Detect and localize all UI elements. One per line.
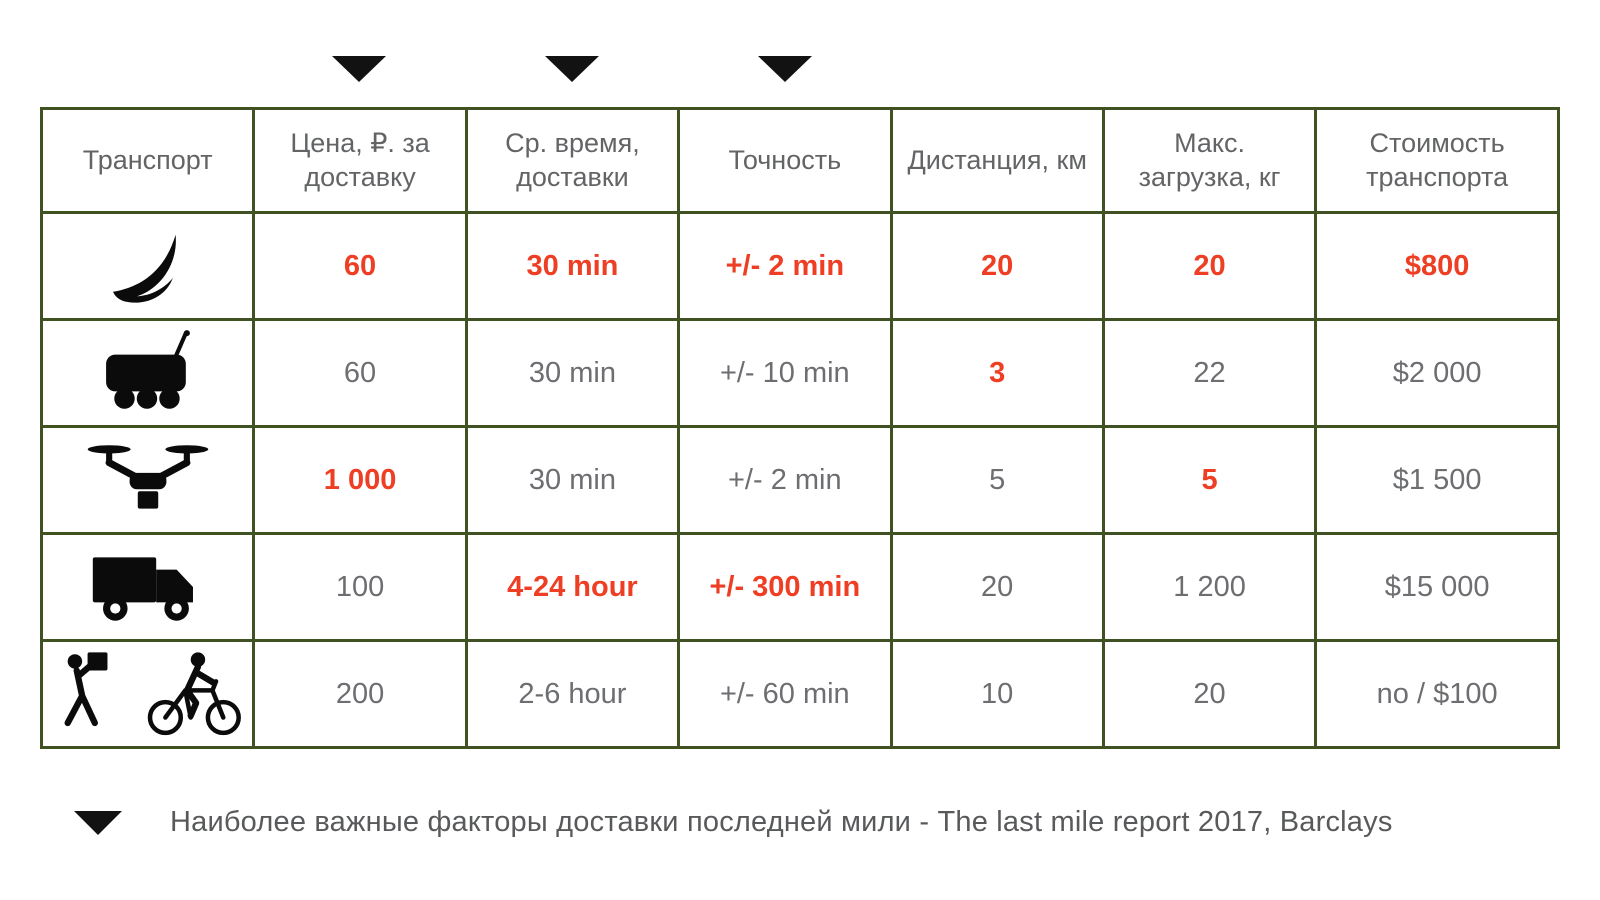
important-marker-icon	[74, 810, 122, 835]
cell-price: 100	[252, 532, 468, 642]
header-price: Цена, ₽. за доставку	[252, 107, 468, 214]
transport-comparison-table: Транспорт Цена, ₽. за доставку Ср. время…	[39, 107, 1560, 749]
cell-transport-cost: $800	[1314, 211, 1560, 321]
cell-accuracy: +/- 2 min	[677, 211, 893, 321]
table-row-scooter: 60 30 min +/- 2 min 20 20 $800	[39, 211, 1560, 321]
header-max-load: Макс. загрузка, кг	[1101, 107, 1318, 214]
cell-transport-cost: no / $100	[1314, 639, 1560, 749]
truck-icon	[92, 557, 193, 621]
scooter-swoosh-logo-icon	[112, 234, 176, 303]
cell-max-load: 20	[1101, 211, 1318, 321]
transport-icon-cell	[39, 425, 256, 535]
cell-price: 200	[252, 639, 468, 749]
footnote-legend: Наиболее важные факторы доставки последн…	[74, 806, 1393, 839]
cell-accuracy: +/- 300 min	[677, 532, 893, 642]
cell-avg-time: 30 min	[464, 318, 681, 428]
courier-and-bicycle-icon	[64, 652, 241, 736]
important-marker-icon	[544, 56, 599, 82]
delivery-rover-icon	[105, 330, 190, 409]
marker-slot-load	[1104, 56, 1317, 86]
transport-icon-cell	[39, 211, 256, 321]
important-marker-icon	[757, 56, 812, 82]
cell-distance: 10	[889, 639, 1105, 749]
cell-distance: 20	[889, 211, 1105, 321]
transport-icon-cell	[39, 532, 256, 642]
cell-accuracy: +/- 2 min	[677, 425, 893, 535]
marker-slot-price	[253, 56, 466, 86]
cell-price: 60	[252, 318, 468, 428]
marker-slot-distance	[891, 56, 1104, 86]
cell-transport-cost: $15 000	[1314, 532, 1560, 642]
cell-avg-time: 30 min	[464, 425, 681, 535]
table-row-drone: 1 000 30 min +/- 2 min 5 5 $1 500	[39, 425, 1560, 535]
marker-slot-accuracy	[678, 56, 891, 86]
cell-accuracy: +/- 60 min	[677, 639, 893, 749]
cell-max-load: 5	[1101, 425, 1318, 535]
cell-accuracy: +/- 10 min	[677, 318, 893, 428]
important-column-markers	[40, 56, 1560, 86]
transport-icon-cell	[39, 318, 256, 428]
header-accuracy: Точность	[677, 107, 893, 214]
cell-distance: 5	[889, 425, 1105, 535]
cell-transport-cost: $2 000	[1314, 318, 1560, 428]
header-transport: Транспорт	[39, 107, 256, 214]
transport-icon-cell	[39, 639, 256, 749]
table-row-truck: 100 4-24 hour +/- 300 min 20 1 200 $15 0…	[39, 532, 1560, 642]
cell-price: 1 000	[252, 425, 468, 535]
cell-distance: 20	[889, 532, 1105, 642]
cell-avg-time: 30 min	[464, 211, 681, 321]
cell-avg-time: 2-6 hour	[464, 639, 681, 749]
header-avg-time: Ср. время, доставки	[464, 107, 681, 214]
marker-slot-time	[466, 56, 679, 86]
cell-max-load: 20	[1101, 639, 1318, 749]
cell-avg-time: 4-24 hour	[464, 532, 681, 642]
cell-max-load: 22	[1101, 318, 1318, 428]
footnote-text: Наиболее важные факторы доставки последн…	[170, 806, 1393, 838]
drone-icon	[87, 445, 208, 509]
cell-max-load: 1 200	[1101, 532, 1318, 642]
cell-transport-cost: $1 500	[1314, 425, 1560, 535]
header-row: Транспорт Цена, ₽. за доставку Ср. время…	[39, 107, 1560, 214]
table-row-rover: 60 30 min +/- 10 min 3 22 $2 000	[39, 318, 1560, 428]
important-marker-icon	[332, 56, 387, 82]
header-transport-cost: Стоимость транспорта	[1314, 107, 1560, 214]
cell-distance: 3	[889, 318, 1105, 428]
header-distance: Дистанция, км	[889, 107, 1105, 214]
marker-slot-cost	[1317, 56, 1560, 86]
table-row-courier: 200 2-6 hour +/- 60 min 10 20 no / $100	[39, 639, 1560, 749]
cell-price: 60	[252, 211, 468, 321]
marker-slot-transport	[40, 56, 253, 86]
